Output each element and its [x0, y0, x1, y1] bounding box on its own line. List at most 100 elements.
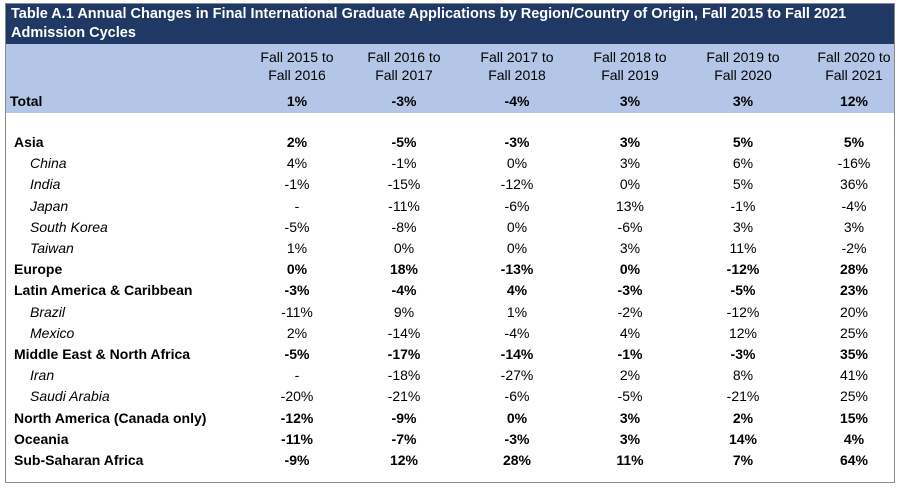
table-row: India -1% -15% -12% 0% 5% 36%: [6, 174, 894, 195]
table-cell: 3%: [619, 430, 641, 447]
table-cell: 13%: [615, 197, 645, 214]
table-cell: -1%: [730, 197, 756, 214]
table-cell: 5%: [843, 134, 865, 150]
table-row: Middle East & North Africa -5% -17% -14% -1%…: [6, 344, 894, 365]
table-cell: -14%: [387, 324, 421, 341]
total-row: Total 1% -3% -4% 3% 3% 12%: [6, 91, 894, 113]
column-header-line: Fall 2020 to: [817, 49, 891, 65]
table-cell: -3%: [730, 346, 756, 362]
table-cell: 11%: [616, 452, 644, 468]
table-cell: 0%: [506, 240, 528, 256]
table-cell: -14%: [500, 346, 534, 362]
table-title: Table A.1 Annual Changes in Final Intern…: [6, 4, 894, 44]
table-cell: 12%: [728, 324, 758, 341]
table-row: Oceania -11% -7% -3% 3% 14% 4%: [6, 429, 894, 450]
table-cell: 5%: [732, 176, 754, 193]
table-cell: 4%: [506, 282, 528, 299]
table-cell: 4%: [843, 430, 865, 447]
table-cell: 11%: [729, 240, 757, 256]
row-label: South Korea: [30, 218, 108, 235]
table-cell: -9%: [391, 409, 417, 426]
table-row: Taiwan 1% 0% 0% 3% 11% -2%: [6, 238, 894, 259]
table-cell: -16%: [837, 155, 871, 172]
table-cell: 12%: [839, 93, 869, 109]
table-cell: 2%: [732, 409, 754, 426]
column-header-line: Fall 2018 to: [593, 49, 667, 65]
table-cell: -18%: [387, 367, 421, 384]
table-cell: 14%: [728, 430, 758, 447]
table-cell: -5%: [284, 218, 310, 235]
table-cell: -12%: [500, 176, 534, 193]
table-cell: -4%: [841, 197, 867, 214]
column-header-line: Fall 2016: [268, 67, 326, 83]
row-label: Europe: [14, 261, 63, 278]
table-cell: -13%: [500, 261, 534, 278]
table-cell: 0%: [506, 409, 528, 426]
table-cell: 28%: [839, 261, 869, 278]
table-cell: -6%: [504, 197, 530, 214]
table-cell: 0%: [393, 240, 415, 256]
row-label: Latin America & Caribbean: [14, 282, 193, 299]
column-header-line: Fall 2017: [375, 67, 433, 83]
table-cell: -1%: [391, 155, 417, 172]
column-header: Fall 2016 to Fall 2017: [349, 48, 459, 84]
row-label: North America (Canada only): [14, 409, 207, 426]
row-label: China: [30, 155, 67, 172]
table-cell: 1%: [506, 303, 528, 320]
table-cell: 0%: [506, 155, 528, 172]
table-cell: -11%: [281, 430, 313, 447]
table-container: Table A.1 Annual Changes in Final Intern…: [5, 3, 895, 483]
table-cell: 1%: [286, 93, 308, 109]
row-label: Asia: [14, 134, 44, 150]
table-cell: -20%: [280, 388, 314, 405]
table-cell: -5%: [617, 388, 643, 405]
table-cell: 6%: [732, 155, 754, 172]
column-header-line: Fall 2018: [488, 67, 546, 83]
table-cell: 3%: [843, 218, 865, 235]
table-cell: -15%: [387, 176, 421, 193]
row-label: Total: [10, 93, 43, 109]
table-cell: -12%: [726, 261, 760, 278]
row-label: Sub-Saharan Africa: [14, 452, 144, 468]
table-cell: 5%: [732, 134, 754, 150]
table-cell: -21%: [387, 388, 421, 405]
column-header-line: Fall 2019: [601, 67, 659, 83]
row-label: Japan: [30, 197, 69, 214]
table-row: North America (Canada only) -12% -9% 0% 3% 2%…: [6, 408, 894, 429]
column-header: Fall 2020 to Fall 2021: [799, 48, 900, 84]
table-row: Sub-Saharan Africa -9% 12% 28% 11% 7% 64%: [6, 450, 894, 471]
table-cell: -2%: [841, 240, 867, 256]
table-cell: -4%: [504, 324, 530, 341]
table-cell: 25%: [839, 388, 869, 405]
table-row: Asia 2% -5% -3% 3% 5% 5%: [6, 132, 894, 153]
table-cell: 0%: [619, 261, 641, 278]
row-label: Iran: [30, 367, 55, 384]
row-label: Brazil: [30, 303, 66, 320]
table-cell: 3%: [619, 240, 641, 256]
table-cell: -8%: [391, 218, 417, 235]
column-header: Fall 2017 to Fall 2018: [462, 48, 572, 84]
table-row: China 4% -1% 0% 3% 6% -16%: [6, 153, 894, 174]
table-cell: 41%: [839, 367, 869, 384]
table-cell: 3%: [619, 155, 641, 172]
table-cell: 35%: [839, 346, 869, 362]
table-cell: 2%: [619, 367, 641, 384]
table-cell: 3%: [732, 93, 754, 109]
table-cell: -3%: [504, 430, 530, 447]
table-cell: 36%: [839, 176, 869, 193]
table-cell: -5%: [391, 134, 417, 150]
table-cell: 0%: [619, 176, 641, 193]
table-cell: 64%: [839, 452, 869, 468]
table-cell: -5%: [730, 282, 756, 299]
table-row: Europe 0% 18% -13% 0% -12% 28%: [6, 259, 894, 280]
row-label: Middle East & North Africa: [14, 346, 191, 362]
table-cell: -5%: [284, 346, 310, 362]
table-cell: -6%: [504, 388, 530, 405]
table-cell: 3%: [619, 93, 641, 109]
row-label: Oceania: [14, 430, 69, 447]
table-cell: -6%: [617, 218, 643, 235]
table-row: Latin America & Caribbean -3% -4% 4% -3% -5% 2…: [6, 280, 894, 301]
table-cell: -9%: [284, 452, 310, 468]
column-header: Fall 2015 to Fall 2016: [242, 48, 352, 84]
table-cell: 2%: [286, 134, 308, 150]
